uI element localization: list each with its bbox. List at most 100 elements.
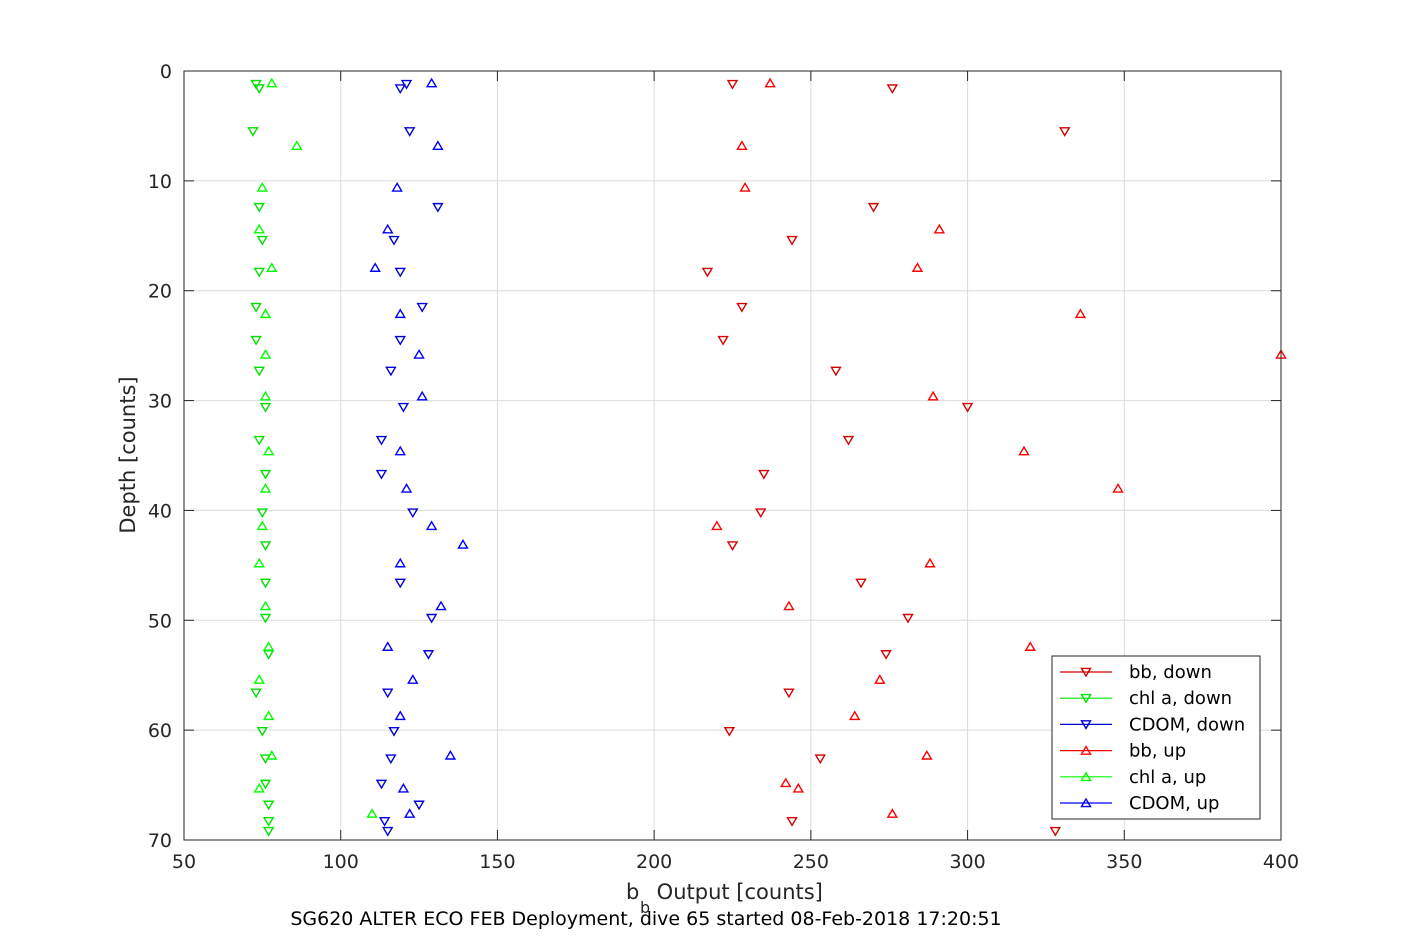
legend-label: CDOM, up xyxy=(1129,793,1219,814)
data-point xyxy=(259,308,272,319)
data-point xyxy=(382,641,394,651)
legend-box xyxy=(1051,655,1261,820)
legend-entry: CDOM, up xyxy=(1060,793,1219,814)
data-point xyxy=(366,808,378,818)
data-point xyxy=(259,402,272,413)
data-point xyxy=(253,223,265,234)
data-point xyxy=(262,641,275,651)
data-point xyxy=(1059,127,1071,137)
x-tick-label: 50 xyxy=(172,851,196,873)
data-point xyxy=(266,77,278,88)
series-5 xyxy=(369,77,469,818)
data-point xyxy=(403,808,416,818)
data-point xyxy=(262,826,275,837)
y-tick-label: 0 xyxy=(160,61,172,83)
data-point xyxy=(375,435,388,446)
x-axis-label-rest: Output [counts] xyxy=(650,880,823,904)
data-point xyxy=(717,335,729,346)
data-point xyxy=(1112,483,1124,493)
data-point xyxy=(388,726,400,737)
legend-marker xyxy=(1080,667,1092,678)
data-point xyxy=(400,483,413,493)
legend-marker xyxy=(1080,745,1092,755)
legend-entry: bb, down xyxy=(1060,662,1212,683)
data-point xyxy=(253,202,265,213)
caption: SG620 ALTER ECO FEB Deployment, dive 65 … xyxy=(290,908,1001,930)
data-point xyxy=(250,302,262,313)
data-point xyxy=(754,508,767,519)
legend-marker xyxy=(1080,693,1092,704)
data-point xyxy=(425,520,438,531)
x-tick-label: 150 xyxy=(479,851,515,873)
data-point xyxy=(394,308,406,319)
data-point xyxy=(432,202,444,213)
data-point xyxy=(444,749,457,760)
data-point xyxy=(855,578,867,589)
legend-marker xyxy=(1080,720,1092,730)
y-tick-label: 30 xyxy=(148,391,172,413)
x-tick-label: 400 xyxy=(1263,851,1299,873)
data-point xyxy=(736,302,748,313)
data-point xyxy=(256,726,269,737)
legend-entry: chl a, up xyxy=(1060,767,1206,788)
legend-marker xyxy=(1080,797,1092,808)
data-point xyxy=(250,688,262,699)
data-point xyxy=(253,674,265,684)
legend-entry: bb, up xyxy=(1060,741,1186,762)
data-point xyxy=(394,335,406,346)
data-point xyxy=(259,578,272,589)
legend-label: bb, up xyxy=(1129,741,1186,762)
data-point xyxy=(457,539,469,549)
data-point xyxy=(259,600,272,611)
data-point xyxy=(792,782,805,793)
data-point xyxy=(886,808,899,818)
data-point xyxy=(933,223,946,234)
x-tick-label: 250 xyxy=(793,851,829,873)
axes-box xyxy=(183,70,1282,841)
data-point xyxy=(256,508,269,519)
data-point xyxy=(814,754,826,765)
data-point xyxy=(1018,445,1030,456)
x-tick-label: 300 xyxy=(949,851,985,873)
series-4 xyxy=(253,77,378,818)
y-tick-label: 50 xyxy=(148,610,172,632)
data-point xyxy=(256,235,269,246)
x-tick-label: 350 xyxy=(1106,851,1142,873)
x-axis-label-subscript: b xyxy=(640,898,650,917)
axes xyxy=(183,70,1282,841)
data-point xyxy=(726,541,739,552)
data-point xyxy=(256,520,269,531)
data-point xyxy=(416,302,428,313)
data-point xyxy=(253,267,265,278)
data-point xyxy=(253,782,265,793)
data-point xyxy=(736,140,748,151)
data-point xyxy=(256,182,269,192)
legend-marker xyxy=(1080,771,1092,782)
data-point xyxy=(266,262,278,272)
tick-labels: 50 100 150 200 250 300 350 400 0 10 20 30 40 50 60 70 xyxy=(148,61,1299,873)
data-point xyxy=(394,445,406,456)
data-point xyxy=(375,779,388,790)
data-point xyxy=(407,508,419,519)
data-point xyxy=(1074,308,1087,319)
data-point xyxy=(416,390,428,401)
data-point xyxy=(391,182,403,192)
y-tick-label: 20 xyxy=(148,281,172,303)
data-point xyxy=(394,578,406,589)
data-point xyxy=(830,366,842,377)
data-point xyxy=(253,366,265,377)
y-tick-label: 10 xyxy=(148,171,172,193)
data-point xyxy=(413,349,425,359)
data-point xyxy=(397,782,410,793)
data-point xyxy=(394,710,406,721)
data-point xyxy=(253,557,265,568)
data-point xyxy=(259,469,272,480)
legend: bb, down chl a, down CDOM, down bb, up chl a… xyxy=(1051,655,1261,820)
data-point xyxy=(291,140,303,151)
data-point xyxy=(764,77,776,88)
data-point xyxy=(262,800,275,811)
x-axis-label: b b Output [counts] xyxy=(626,880,823,917)
data-point xyxy=(711,520,723,531)
data-point xyxy=(739,182,751,192)
